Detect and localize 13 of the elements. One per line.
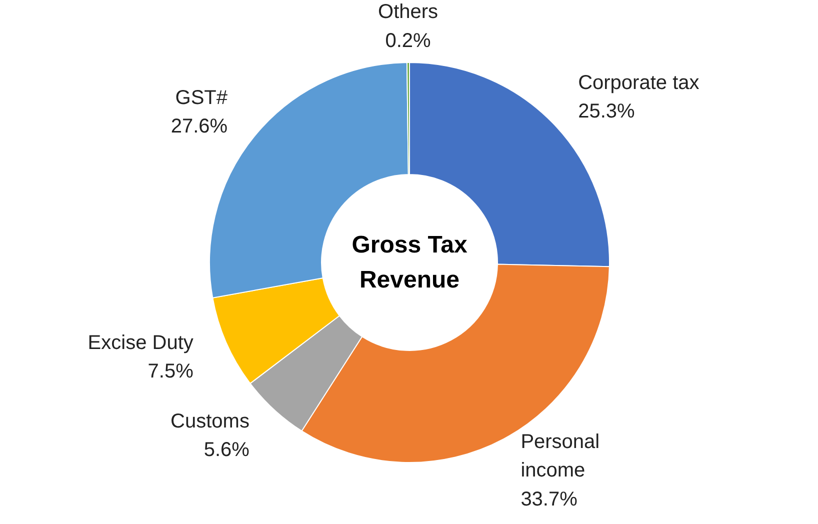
slice-label: Excise Duty	[88, 332, 194, 354]
slice-label: Corporate tax	[578, 72, 700, 94]
slice-label: Customs	[170, 410, 250, 433]
data-label: 0.2%	[385, 30, 432, 52]
slice-label: GST#	[175, 86, 228, 109]
data-label: 7.5%	[148, 360, 194, 383]
data-label: 27.6%	[170, 116, 228, 138]
slice-label: Personal income	[520, 431, 600, 482]
data-label: 5.6%	[204, 439, 250, 462]
slice-label: Others	[378, 1, 438, 24]
data-label: 25.3%	[578, 100, 635, 123]
text: Gross Tax Revenue	[352, 231, 468, 294]
data-label: 33.7%	[520, 488, 578, 510]
